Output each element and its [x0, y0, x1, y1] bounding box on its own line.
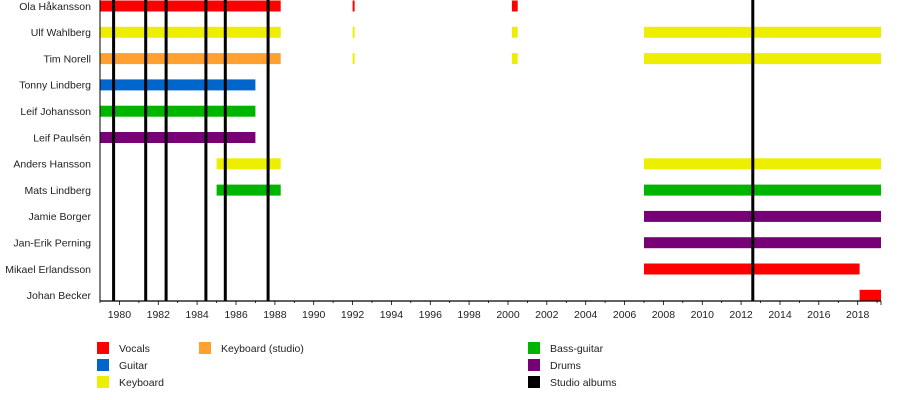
- member-bar-keyboard: [216, 158, 281, 170]
- x-tick-label: 2018: [846, 309, 870, 321]
- legend-label: Guitar: [119, 360, 148, 372]
- studio-album-line: [112, 0, 116, 301]
- member-bar-keyboard: [511, 26, 518, 38]
- member-bar-guitar: [100, 79, 256, 91]
- legend-swatch-bass-guitar: [528, 342, 540, 354]
- legend-label: Drums: [550, 360, 581, 372]
- studio-album-line: [204, 0, 208, 301]
- member-bar-bass-guitar: [216, 184, 281, 196]
- x-tick-label: 2008: [652, 309, 676, 321]
- member-name: Tim Norell: [44, 53, 91, 65]
- member-name-labels: Ola Håkansson Ulf Wahlberg Tim Norell Tonny…: [5, 1, 91, 302]
- x-tick-label: 1986: [224, 309, 248, 321]
- member-bar-drums: [100, 132, 256, 143]
- member-name: Anders Hansson: [13, 159, 91, 171]
- x-tick-label: 2004: [574, 309, 598, 321]
- x-tick-label: 2014: [768, 309, 792, 321]
- studio-album-line: [751, 0, 755, 301]
- x-tick-label: 2010: [691, 309, 715, 321]
- legend-label: Keyboard (studio): [221, 343, 304, 355]
- x-tick-label: 1980: [108, 309, 132, 321]
- member-bar-keyboard: [511, 53, 518, 65]
- member-name: Mats Lindberg: [24, 185, 91, 197]
- member-bar-keyboard: [644, 53, 881, 65]
- member-bar-keyboard: [352, 53, 355, 65]
- x-tick-label: 2002: [535, 309, 559, 321]
- member-name: Jan-Erik Perning: [13, 238, 91, 250]
- member-bar-keyboard-studio-: [100, 53, 281, 65]
- studio-album-line: [266, 0, 270, 301]
- member-bar-drums: [644, 210, 881, 222]
- member-name: Ola Håkansson: [19, 1, 91, 13]
- legend-label: Bass-guitar: [550, 343, 604, 355]
- member-bar-vocals: [859, 289, 881, 301]
- x-tick-label: 1994: [380, 309, 404, 321]
- studio-album-line: [144, 0, 148, 301]
- x-tick-label: 2016: [807, 309, 831, 321]
- studio-album-line: [164, 0, 168, 301]
- x-tick-label: 1990: [302, 309, 326, 321]
- member-bar-keyboard: [352, 26, 355, 38]
- legend-label: Keyboard: [119, 377, 164, 389]
- member-bar-drums: [644, 237, 881, 249]
- legend-label: Studio albums: [550, 377, 617, 389]
- x-tick-label: 2012: [729, 309, 753, 321]
- member-bar-bass-guitar: [644, 184, 881, 196]
- x-tick-label: 2006: [613, 309, 637, 321]
- legend-label: Vocals: [119, 343, 150, 355]
- legend-swatch-vocals: [97, 342, 109, 354]
- member-name: Leif Johansson: [20, 106, 91, 118]
- membership-bars: [100, 0, 881, 301]
- member-bar-vocals: [511, 0, 518, 12]
- member-bar-keyboard: [644, 158, 881, 170]
- x-tick-label: 1984: [185, 309, 209, 321]
- band-timeline-chart: Ola Håkansson Ulf Wahlberg Tim Norell Tonny…: [5, 0, 882, 321]
- x-tick-label: 1988: [263, 309, 287, 321]
- legend-swatch-drums: [528, 359, 540, 371]
- x-tick-label: 2000: [496, 309, 520, 321]
- member-name: Mikael Erlandsson: [5, 264, 91, 276]
- x-tick-label: 1996: [419, 309, 443, 321]
- member-name: Johan Becker: [27, 290, 92, 302]
- member-name: Leif Paulsén: [33, 132, 91, 144]
- studio-album-line: [223, 0, 227, 301]
- member-bar-vocals: [100, 0, 281, 12]
- legend-swatch-guitar: [97, 359, 109, 371]
- legend-swatch-studio-albums: [528, 376, 540, 388]
- member-name: Jamie Borger: [29, 211, 92, 223]
- member-bar-keyboard: [644, 26, 881, 38]
- legend-swatch-keyboard-studio: [199, 342, 211, 354]
- x-tick-label: 1998: [457, 309, 481, 321]
- member-name: Ulf Wahlberg: [31, 27, 91, 39]
- member-bar-vocals: [352, 0, 355, 12]
- member-bar-bass-guitar: [100, 105, 256, 117]
- x-axis: 1980 1982 1984 1986 1988 1990 1992 1994 1996 1998…: [99, 0, 882, 321]
- member-bar-keyboard: [100, 26, 281, 38]
- x-tick-label: 1982: [147, 309, 171, 321]
- x-tick-label: 1992: [341, 309, 365, 321]
- legend-swatch-keyboard: [97, 376, 109, 388]
- member-name: Tonny Lindberg: [19, 80, 91, 92]
